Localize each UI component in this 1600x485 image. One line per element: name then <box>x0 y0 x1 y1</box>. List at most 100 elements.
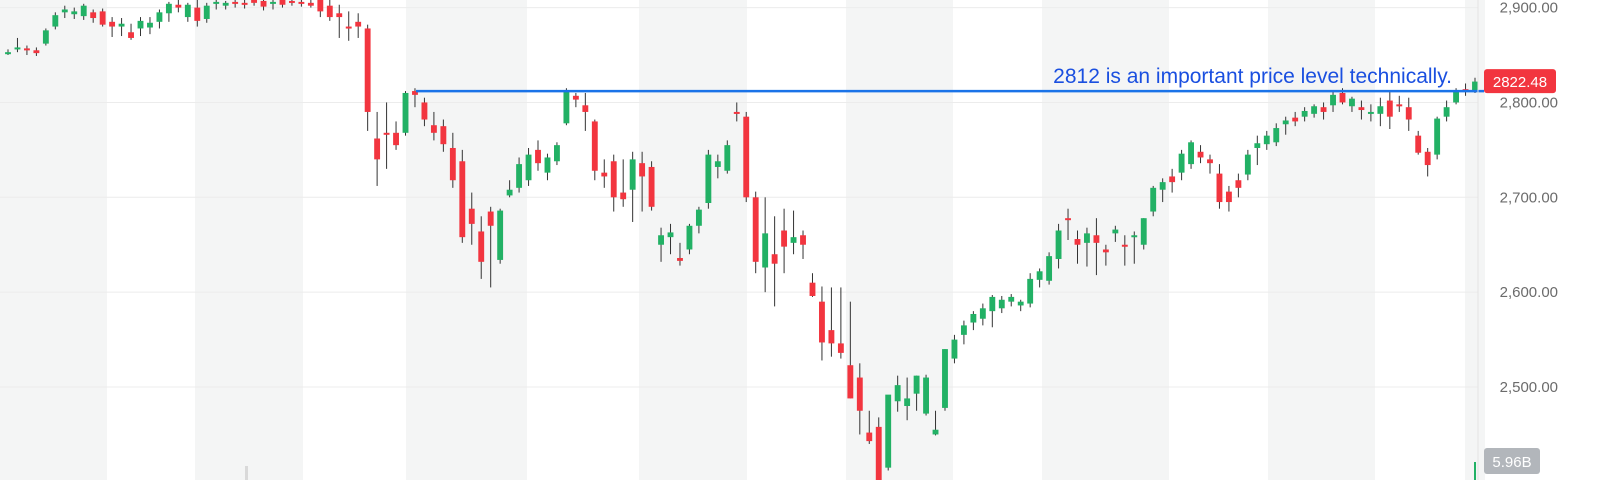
background-band <box>195 0 303 480</box>
candle-body <box>383 132 390 135</box>
candle-body <box>695 209 702 226</box>
candle-body <box>591 121 598 171</box>
candle-body <box>1017 301 1024 306</box>
candle-body <box>733 111 740 114</box>
y-tick-label: 2,700.00 <box>1500 189 1558 206</box>
candle-body <box>459 161 466 238</box>
candle-body <box>932 429 939 435</box>
candle-body <box>620 192 627 200</box>
candle-body <box>1112 229 1119 234</box>
candle-body <box>866 432 873 442</box>
candle-body <box>847 365 854 399</box>
candle-body <box>99 11 106 25</box>
candle-body <box>1131 235 1138 238</box>
candle-body <box>478 231 485 262</box>
candle-body <box>979 308 986 319</box>
candle-body <box>506 189 513 196</box>
candle-body <box>554 145 560 162</box>
last-price-label: 2822.48 <box>1493 74 1547 91</box>
candle-body <box>1074 239 1081 245</box>
candle-body <box>667 232 674 238</box>
candle-body <box>752 197 759 262</box>
candle-body <box>393 132 399 146</box>
background-band <box>406 0 527 480</box>
candle-body <box>487 211 494 226</box>
candle-body <box>563 91 570 124</box>
candle-body <box>960 325 967 335</box>
candle-body <box>1349 98 1355 107</box>
candle-body <box>5 52 11 55</box>
candle-body <box>260 0 267 7</box>
candle-body <box>336 13 343 18</box>
candle-body <box>307 2 314 6</box>
candle-body <box>601 172 608 177</box>
candle-body <box>1207 159 1213 164</box>
candle-body <box>298 1 305 4</box>
candle-body <box>875 426 882 480</box>
candle-body <box>1453 91 1460 103</box>
candle-body <box>90 12 97 19</box>
candle-body <box>781 230 788 247</box>
candle-body <box>1225 191 1232 203</box>
candle-body <box>222 2 229 6</box>
candle-body <box>923 377 929 414</box>
candle-body <box>1008 296 1015 302</box>
candle-body <box>856 377 863 411</box>
candle-body <box>686 225 693 250</box>
candle-body <box>497 210 504 260</box>
candle-body <box>118 23 125 27</box>
candle-body <box>762 233 769 268</box>
y-tick-label: 2,600.00 <box>1500 284 1558 301</box>
candle-body <box>998 299 1005 309</box>
candle-body <box>23 48 30 51</box>
candle-body <box>1188 142 1194 165</box>
y-axis: 2,500.00 2,600.00 2,700.00 2,800.00 2,900.00 <box>1477 0 1558 480</box>
candle-body <box>289 0 295 3</box>
y-tick-label: 2,800.00 <box>1500 94 1558 111</box>
annotation-text[interactable]: 2812 is an important price level technic… <box>1053 65 1452 88</box>
candle-body <box>1093 235 1100 243</box>
candle-body <box>355 21 362 27</box>
candle-body <box>904 398 911 407</box>
candle-body <box>1150 187 1157 212</box>
candle-body <box>184 4 191 18</box>
candle-body <box>819 301 825 343</box>
candle-body <box>1235 180 1242 188</box>
candle-body <box>251 0 258 3</box>
candle-body <box>109 21 116 27</box>
candle-body <box>677 258 683 261</box>
candle-body <box>1254 143 1261 148</box>
candle-body <box>1159 182 1166 190</box>
candle-body <box>71 11 78 15</box>
candle-body <box>80 5 87 17</box>
candle-body <box>1367 111 1374 114</box>
candle-body <box>1263 135 1270 145</box>
candle-body <box>1178 153 1185 173</box>
candle-body <box>951 339 958 359</box>
candle-body <box>203 5 210 19</box>
candle-body <box>374 138 381 160</box>
volume-label: 5.96B <box>1492 454 1531 471</box>
candle-body <box>837 343 844 353</box>
candle-body <box>430 125 437 133</box>
candle-body <box>402 92 409 133</box>
candle-body <box>572 95 579 100</box>
candle-body <box>705 154 712 204</box>
candle-body <box>1102 249 1109 253</box>
candle-body <box>970 313 977 323</box>
candle-body <box>213 1 220 4</box>
candle-body <box>610 161 617 198</box>
candle-body <box>714 161 721 167</box>
candle-body <box>658 235 664 245</box>
candle-body <box>1339 92 1346 103</box>
candle-body <box>232 1 239 4</box>
candle-body <box>279 0 286 5</box>
candle-body <box>885 394 892 468</box>
candle-body <box>1377 106 1384 114</box>
candle-body <box>1055 230 1062 259</box>
candle-body <box>989 296 996 312</box>
candle-body <box>1443 107 1450 117</box>
candle-body <box>1330 94 1336 106</box>
